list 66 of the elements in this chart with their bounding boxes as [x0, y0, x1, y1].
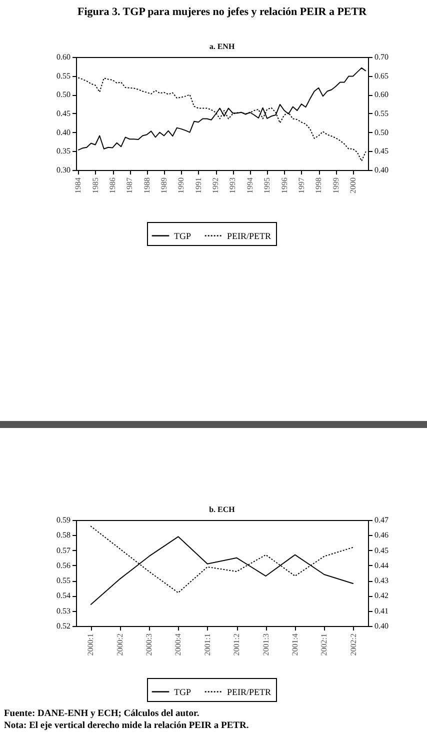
x-tick-label: 2000:4 — [174, 634, 183, 656]
y-tick-label: 0.30 — [56, 166, 70, 174]
x-tick-label: 2001:4 — [290, 634, 300, 656]
y2-tick-label: 0.43 — [374, 576, 388, 586]
y-tick-label: 0.53 — [56, 606, 70, 616]
x-tick-label: 2000:1 — [86, 634, 96, 656]
x-tick-label: 1988 — [142, 178, 152, 194]
x-tick-label: 2002:1 — [320, 634, 329, 656]
y-tick-label: 0.50 — [56, 90, 70, 100]
y-tick-label: 0.52 — [56, 622, 70, 630]
legend-label: PEIR/PETR — [227, 686, 272, 697]
y2-tick-label: 0.65 — [374, 71, 388, 80]
text: Nota: El eje vertical derecho mide la relación PEIR a PETR. — [4, 720, 250, 732]
y2-tick-label: 0.40 — [374, 166, 388, 174]
y2-tick-label: 0.45 — [374, 146, 388, 156]
x-tick-label: 2000 — [348, 178, 358, 194]
y-tick-label: 0.57 — [56, 546, 70, 555]
y-tick-label: 0.58 — [56, 530, 70, 540]
x-tick-label: 1987 — [125, 178, 134, 194]
y2-tick-label: 0.45 — [374, 546, 388, 555]
y2-tick-label: 0.44 — [374, 560, 388, 570]
x-tick-label: 2000:2 — [115, 634, 124, 656]
y2-tick-label: 0.70 — [374, 52, 388, 62]
y2-tick-label: 0.47 — [374, 516, 388, 524]
y-tick-label: 0.54 — [56, 591, 70, 600]
legend-label: TGP — [174, 686, 192, 697]
legend-label: PEIR/PETR — [227, 230, 272, 241]
x-tick-label: 1989 — [160, 178, 169, 194]
y-tick-label: 0.59 — [56, 516, 70, 524]
x-tick-label: 1997 — [296, 178, 306, 194]
y2-tick-label: 0.40 — [374, 622, 388, 630]
y-tick-label: 0.45 — [56, 109, 70, 118]
x-tick-label: 1991 — [194, 178, 203, 194]
source-note: Fuente: DANE-ENH y ECH; Cálculos del autor. — [4, 708, 200, 720]
y2-tick-label: 0.42 — [374, 591, 388, 600]
chart-subtitle: a. ENH — [209, 42, 236, 51]
y2-tick-label: 0.60 — [374, 90, 388, 100]
x-tick-label: 2002:2 — [348, 634, 358, 656]
chart-title: Figura 3. TGP para mujeres no jefes y relación PEIR a PETR — [77, 6, 368, 18]
y2-tick-label: 0.55 — [374, 109, 388, 118]
y2-tick-label: 0.50 — [374, 128, 388, 137]
x-tick-label: 1984 — [74, 178, 83, 194]
x-tick-label: 1994 — [245, 178, 254, 194]
x-tick-label: 1990 — [176, 178, 186, 194]
y-tick-label: 0.55 — [56, 71, 70, 80]
chart-title: b. ECH — [209, 505, 236, 514]
y-tick-label: 0.60 — [56, 52, 70, 62]
y-tick-label: 0.56 — [56, 560, 70, 570]
x-tick-label: 1993 — [228, 178, 238, 194]
legend-label: TGP — [174, 230, 192, 241]
x-tick-label: 1999 — [331, 178, 340, 194]
y-tick-label: 0.40 — [56, 128, 70, 137]
y-tick-label: 0.35 — [56, 146, 70, 156]
x-tick-label: 2000:3 — [144, 634, 154, 656]
x-tick-label: 1996 — [280, 178, 289, 194]
y2-tick-label: 0.41 — [374, 606, 388, 616]
x-tick-label: 1998 — [314, 178, 324, 194]
x-tick-label: 1992 — [211, 178, 220, 194]
x-tick-label: 1985 — [90, 178, 100, 194]
y2-tick-label: 0.46 — [374, 530, 388, 540]
x-tick-label: 1995 — [262, 178, 272, 194]
x-tick-label: 2001:1 — [202, 634, 212, 656]
x-tick-label: 1986 — [108, 178, 117, 194]
x-tick-label: 2001:3 — [261, 634, 270, 656]
x-tick-label: 2001:2 — [232, 634, 242, 656]
y-tick-label: 0.55 — [56, 576, 70, 586]
